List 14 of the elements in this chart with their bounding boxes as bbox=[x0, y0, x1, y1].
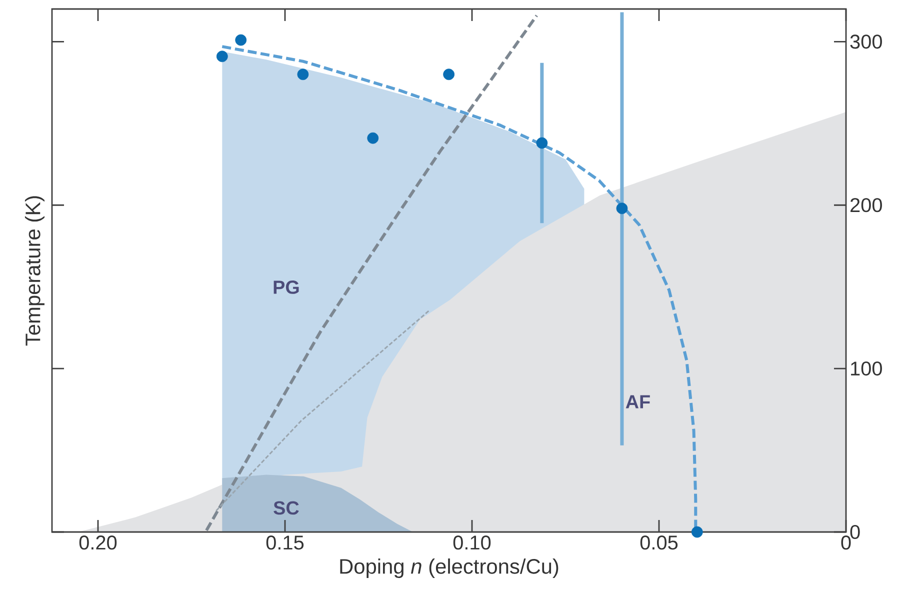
y-tick-label: 300 bbox=[850, 34, 882, 49]
annotation: AF bbox=[626, 395, 650, 408]
y-axis-title: Temperature (K) bbox=[24, 196, 44, 346]
x-tick-label: 0.15 bbox=[266, 536, 304, 550]
y-tick-label: 200 bbox=[850, 198, 882, 212]
x-tick-label: 0.10 bbox=[453, 536, 491, 550]
x-axis-title: Doping n (electrons/Cu) bbox=[340, 558, 558, 578]
annotation: PG bbox=[274, 280, 299, 294]
x-tick-label: 0.05 bbox=[640, 536, 678, 550]
y-tick-label: 0 bbox=[850, 524, 860, 540]
x-tick-label: 0 bbox=[841, 536, 851, 550]
y-tick-label: 100 bbox=[851, 362, 882, 376]
x-tick-label: 0.20 bbox=[79, 536, 117, 550]
annotation: SC bbox=[274, 501, 299, 515]
